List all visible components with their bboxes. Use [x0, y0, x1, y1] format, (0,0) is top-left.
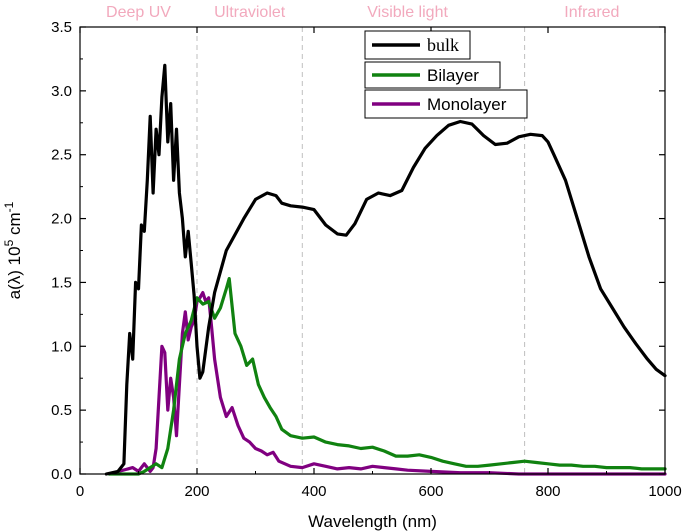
region-label: Infrared — [564, 4, 619, 21]
x-tick-label: 800 — [535, 483, 560, 500]
x-tick-label: 1000 — [648, 483, 681, 500]
x-tick-label: 400 — [301, 483, 326, 500]
region-label: Visible light — [367, 4, 448, 21]
region-labels: Deep UV Ultraviolet Visible light Infrared — [106, 4, 619, 21]
legend-label: Monolayer — [427, 95, 507, 114]
series-line-bulk — [104, 63, 667, 476]
y-tick-label: 1.5 — [51, 274, 72, 291]
x-tick-label: 0 — [76, 483, 84, 500]
x-tick-label: 200 — [184, 483, 209, 500]
y-tick-label: 0.0 — [51, 466, 72, 483]
y-axis-ticks: 0.0 0.5 1.0 1.5 2.0 2.5 3.0 3.5 — [51, 19, 665, 483]
y-tick-label: 1.0 — [51, 338, 72, 355]
y-axis-title-main: a(λ) 10 — [5, 246, 24, 299]
y-axis-title-unit: cm — [5, 212, 24, 239]
y-axis-title: a(λ) 105 cm-1 — [2, 201, 24, 299]
legend-label: bulk — [427, 35, 459, 55]
x-axis-title: Wavelength (nm) — [308, 512, 437, 531]
region-label: Deep UV — [106, 4, 171, 21]
series-lines — [104, 63, 667, 476]
y-tick-label: 0.5 — [51, 402, 72, 419]
legend: bulk Bilayer Monolayer — [364, 30, 528, 119]
y-tick-label: 2.0 — [51, 211, 72, 228]
legend-label: Bilayer — [427, 66, 479, 85]
x-axis-ticks: 0 200 400 600 800 1000 — [76, 27, 682, 500]
series-line-monolayer — [107, 291, 667, 476]
y-tick-label: 3.0 — [51, 83, 72, 100]
region-label: Ultraviolet — [214, 4, 286, 21]
y-tick-label: 2.5 — [51, 147, 72, 164]
y-axis-title-unit-exp: -1 — [2, 201, 16, 212]
x-tick-label: 600 — [418, 483, 443, 500]
y-axis-title-exp: 5 — [2, 239, 16, 246]
series-line-bilayer — [107, 277, 667, 476]
y-tick-label: 3.5 — [51, 19, 72, 36]
